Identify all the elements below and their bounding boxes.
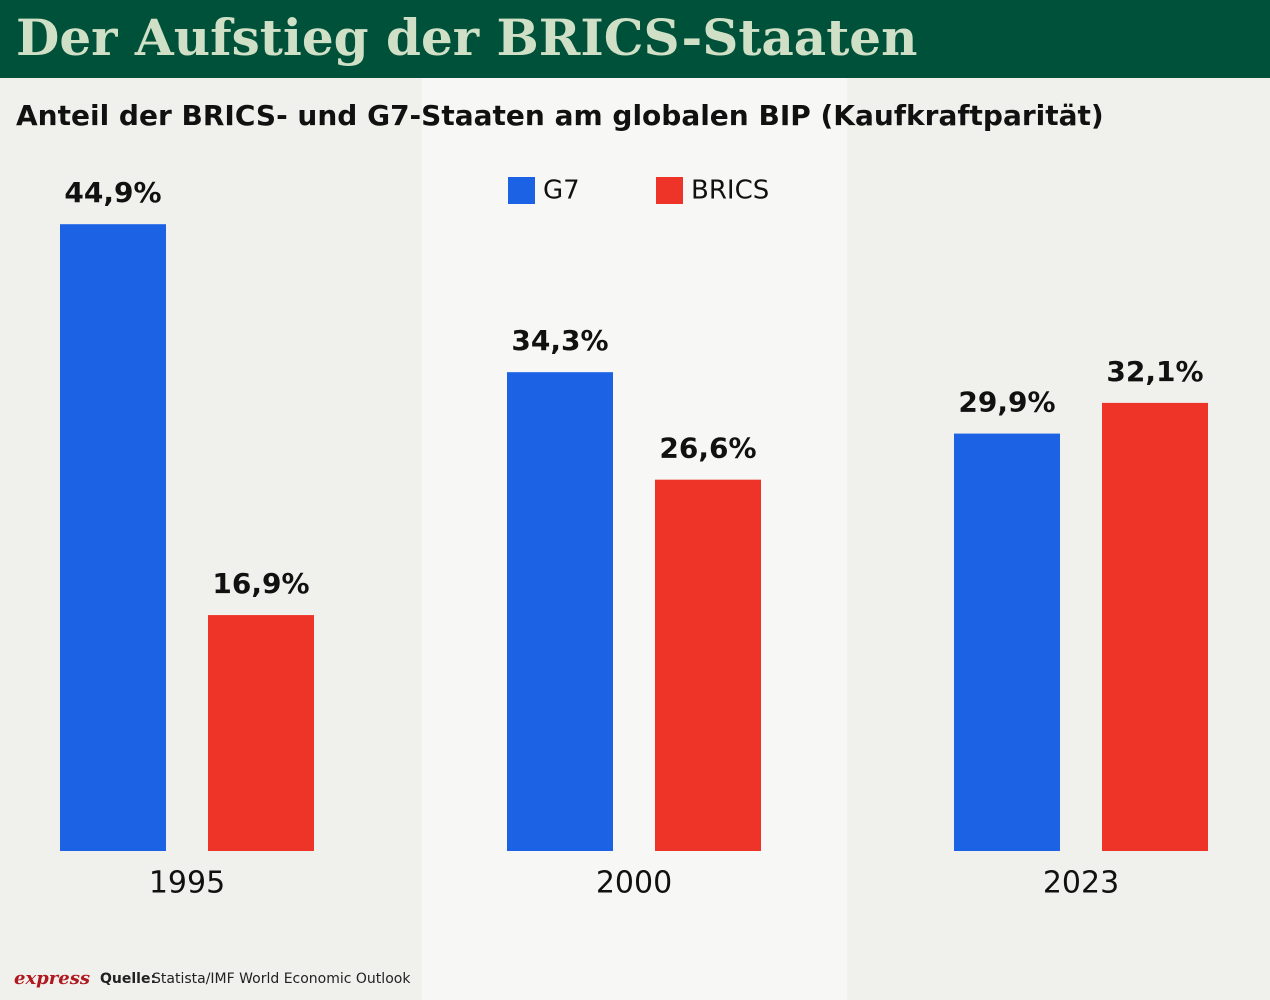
header [0, 0, 1270, 78]
legend-label: G7 [543, 176, 580, 206]
bar [655, 479, 761, 851]
chart-title: Der Aufstieg der BRICS-Staaten [16, 8, 917, 67]
bar [208, 615, 314, 851]
data-label: 16,9% [212, 567, 309, 600]
data-label: 26,6% [659, 432, 756, 465]
bar [1102, 402, 1208, 851]
legend-label: BRICS [691, 176, 769, 206]
legend-swatch [656, 177, 683, 204]
data-label: 34,3% [511, 324, 608, 357]
bar [507, 372, 613, 851]
chart-subtitle: Anteil der BRICS- und G7-Staaten am glob… [16, 99, 1104, 132]
data-label: 29,9% [958, 386, 1055, 419]
x-tick-label: 2000 [596, 866, 672, 901]
bar [60, 224, 166, 852]
source-label: Quelle: [100, 971, 156, 987]
data-label: 32,1% [1106, 355, 1203, 388]
x-tick-label: 2023 [1043, 866, 1119, 901]
legend-swatch [508, 177, 535, 204]
data-label: 44,9% [64, 176, 161, 209]
panel [422, 78, 847, 1000]
source: Statista/IMF World Economic Outlook [152, 971, 411, 987]
bar [954, 433, 1060, 851]
logo: express [14, 968, 90, 989]
x-tick-label: 1995 [149, 866, 225, 901]
